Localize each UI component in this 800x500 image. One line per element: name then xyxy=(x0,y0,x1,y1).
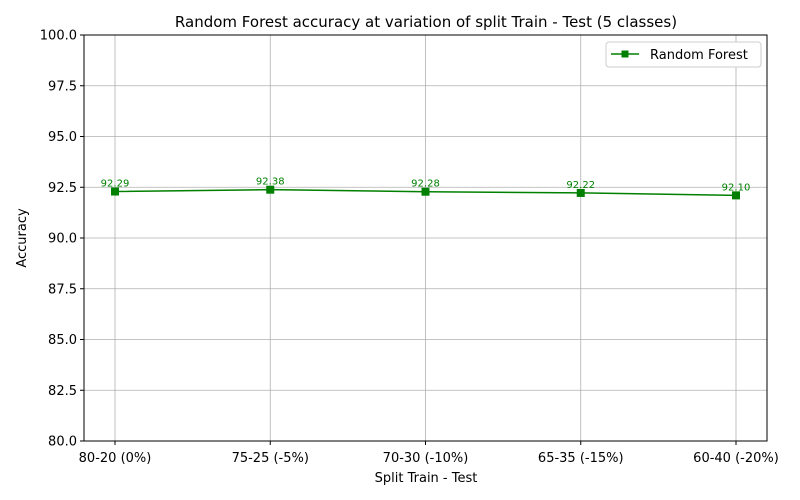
data-point-marker xyxy=(576,188,585,197)
x-tick-label: 80-20 (0%) xyxy=(79,451,152,466)
chart-title: Random Forest accuracy at variation of s… xyxy=(175,13,677,31)
y-tick-label: 85.0 xyxy=(48,333,77,348)
y-tick-label: 97.5 xyxy=(48,79,77,94)
y-axis-label: Accuracy xyxy=(15,208,30,268)
y-tick-label: 90.0 xyxy=(48,232,77,247)
data-label: 92.28 xyxy=(411,179,440,190)
series-layer: 92.29 92.38 92.28 92.22 92.10 xyxy=(101,177,751,200)
legend: Random Forest xyxy=(605,41,762,68)
x-tick-label: 75-25 (-5%) xyxy=(232,451,309,466)
data-label: 92.10 xyxy=(722,182,751,193)
y-tick-label: 82.5 xyxy=(48,384,77,399)
y-tick-label: 87.5 xyxy=(48,282,77,297)
y-tick-label: 95.0 xyxy=(48,130,77,145)
x-tick-label: 60-40 (-20%) xyxy=(693,451,779,466)
data-label: 92.29 xyxy=(101,179,130,190)
y-tick-label: 100.0 xyxy=(40,29,77,44)
data-point-marker xyxy=(732,191,740,200)
x-axis-label: Split Train - Test xyxy=(375,471,478,486)
data-point-marker xyxy=(111,187,119,196)
data-point-marker xyxy=(266,185,275,194)
data-point-marker xyxy=(421,187,430,196)
y-tick-label: 92.5 xyxy=(48,181,77,196)
data-label: 92.22 xyxy=(566,180,595,191)
legend-box xyxy=(605,41,762,68)
ticks: 80.0 82.5 85.0 87.5 90.0 92.5 95.0 97.5 100.0 80-… xyxy=(40,29,779,467)
y-tick-label: 80.0 xyxy=(48,435,77,450)
data-label: 92.38 xyxy=(256,177,285,188)
legend-label: Random Forest xyxy=(650,48,748,63)
grid xyxy=(84,34,767,442)
x-tick-label: 70-30 (-10%) xyxy=(383,451,469,466)
legend-marker-sample xyxy=(621,50,629,58)
x-tick-label: 65-35 (-15%) xyxy=(538,451,624,466)
